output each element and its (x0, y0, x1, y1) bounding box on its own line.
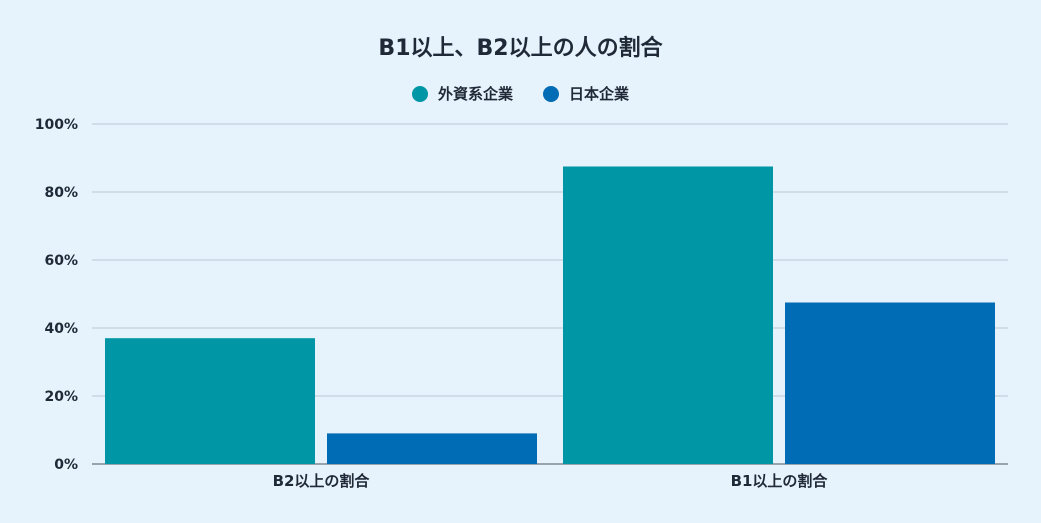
y-tick-label: 100% (35, 117, 78, 133)
x-category-label: B2以上の割合 (273, 472, 371, 490)
chart-title: B1以上、B2以上の人の割合 (378, 36, 663, 61)
legend-dot-series-1 (543, 85, 559, 102)
bar-series-0-category-0 (105, 338, 315, 464)
bar-series-1-category-1 (785, 302, 995, 464)
bars (105, 166, 995, 464)
x-category-label: B1以上の割合 (731, 472, 829, 490)
legend-dot-series-0 (411, 85, 428, 102)
y-tick-label: 40% (44, 321, 78, 337)
y-tick-label: 80% (44, 185, 78, 201)
legend-label-series-1: 日本企業 (569, 85, 630, 103)
legend-item-series-0: 外資系企業 (411, 83, 513, 104)
y-tick-label: 60% (44, 253, 78, 269)
y-tick-label: 20% (44, 389, 78, 405)
legend-item-series-1: 日本企業 (543, 83, 629, 104)
legend-label-series-0: 外資系企業 (437, 85, 513, 103)
bar-series-0-category-1 (563, 166, 773, 464)
y-tick-label: 0% (54, 457, 78, 473)
legend: 外資系企業 日本企業 (0, 83, 1041, 104)
y-axis-ticks: 0% 20% 40% 60% 80% 100% (35, 117, 78, 473)
bar-series-1-category-0 (327, 433, 537, 464)
x-axis-labels: B2以上の割合 B1以上の割合 (273, 472, 829, 490)
